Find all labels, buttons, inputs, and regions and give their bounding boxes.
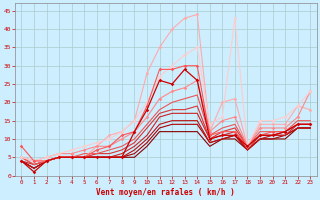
- X-axis label: Vent moyen/en rafales ( km/h ): Vent moyen/en rafales ( km/h ): [96, 188, 235, 197]
